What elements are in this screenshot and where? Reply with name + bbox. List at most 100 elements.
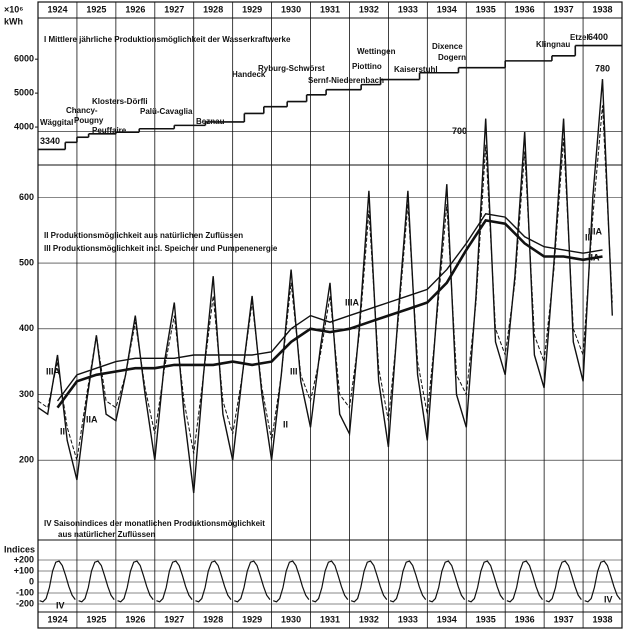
series-label: IIA [588,252,600,262]
value-label: 3340 [40,136,60,146]
series-label: II [60,426,65,436]
seasonal-line [506,560,543,603]
y-tick-label: -200 [16,598,34,608]
x-tick-label: 1932 [359,614,379,624]
y-tick-label: 400 [19,323,34,333]
series-line [56,218,603,409]
x-tick-label: 1927 [164,614,184,624]
y-axis-label: Indices [4,544,35,554]
series-label: II [283,419,288,429]
series-label: IIA [86,414,98,424]
plant-label: Dixence [432,42,463,51]
seasonal-line [117,560,154,603]
series-label: III [290,366,298,376]
x-tick-label: 1927 [164,4,184,14]
x-tick-label: 1937 [554,4,574,14]
x-tick-label: 1935 [476,614,496,624]
y-tick-label: 300 [19,389,34,399]
x-tick-label: 1934 [437,4,457,14]
x-tick-label: 1929 [242,4,262,14]
y-tick-label: 600 [19,192,34,202]
x-tick-label: 1924 [47,614,67,624]
seasonal-line [78,560,115,603]
series-line [37,79,613,494]
y-tick-label: 6000 [14,54,34,64]
x-tick-label: 1935 [476,4,496,14]
y-tick-label: 700 [452,126,467,136]
x-tick-label: 1938 [593,4,613,14]
x-tick-label: 1931 [320,614,340,624]
seasonal-line [156,560,193,603]
y-tick-label: -100 [16,587,34,597]
y-tick-label: +200 [14,554,34,564]
series-label: IIIA [588,226,603,236]
x-tick-label: 1934 [437,614,457,624]
legend-entry: II Produktionsmöglichkeit aus natürliche… [44,231,243,240]
x-tick-label: 1928 [203,4,223,14]
panel-title: I Mittlere jährliche Produktionsmöglichk… [44,35,291,44]
series-label: III [585,232,593,242]
plant-label: Piottino [352,62,382,71]
plant-label: Palü-Cavaglia [140,107,193,116]
x-tick-label: 1937 [554,614,574,624]
plant-label: Wäggital [40,118,73,127]
x-tick-label: 1931 [320,4,340,14]
x-tick-label: 1929 [242,614,262,624]
x-tick-label: 1925 [86,4,106,14]
seasonal-line [312,560,349,603]
seasonal-line [467,560,505,603]
series-line [37,105,613,461]
y-unit: ×10⁶ [4,4,23,14]
plant-label: Kaiserstuhl [394,65,438,74]
x-tick-label: 1930 [281,4,301,14]
y-tick-label: 0 [29,576,34,586]
plant-label: Pougny [74,116,104,125]
plant-label: Handeck [232,70,266,79]
series-label: IIIA [345,297,360,307]
seasonal-line [389,560,427,603]
plant-label: Etzel [570,33,589,42]
y-tick-label: 4000 [14,121,34,131]
x-tick-label: 1936 [515,4,535,14]
seasonal-line [350,560,388,603]
plant-label: Klingnau [536,40,570,49]
seasonal-line [545,560,582,603]
series-label: IV [604,594,613,604]
panel-title: aus natürlicher Zuflüssen [58,530,155,539]
x-tick-label: 1932 [359,4,379,14]
x-tick-label: 1936 [515,614,535,624]
y-tick-label: 200 [19,455,34,465]
plant-label: Klosters-Dörfli [92,97,148,106]
plant-label: Peuffaire [92,126,127,135]
seasonal-line [234,560,271,603]
x-tick-label: 1930 [281,614,301,624]
plant-label: Ryburg-Schwörst [258,64,325,73]
plant-label: Dogern [438,53,466,62]
seasonal-line [273,560,310,603]
seasonal-line [428,560,466,603]
x-tick-label: 1933 [398,614,418,624]
x-tick-label: 1928 [203,614,223,624]
x-tick-label: 1938 [593,614,613,624]
seasonal-line [584,560,621,603]
plant-label: Chancy- [66,106,98,115]
value-label: 780 [595,64,610,74]
seasonal-line [39,560,76,603]
value-label: 6400 [588,32,608,42]
x-tick-label: 1925 [86,614,106,624]
x-tick-label: 1924 [47,4,67,14]
plant-label: Wettingen [357,47,396,56]
series-label: IV [56,600,65,610]
x-tick-label: 1926 [125,4,145,14]
series-line [56,213,603,402]
y-tick-label: +100 [14,565,34,575]
legend-entry: III Produktionsmöglichkeit incl. Speiche… [44,244,278,253]
seasonal-line [195,560,232,603]
x-tick-label: 1933 [398,4,418,14]
y-unit: kWh [4,16,23,26]
series-label: IIIA [46,366,61,376]
plant-label: Sernf-Niederenbach [308,76,384,85]
x-tick-label: 1926 [125,614,145,624]
